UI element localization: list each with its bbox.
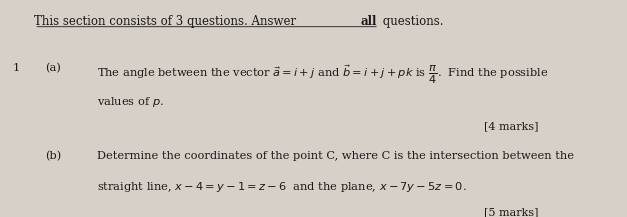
Text: values of $p$.: values of $p$. — [97, 95, 164, 109]
Text: The angle between the vector $\vec{a}=i+j$ and $\vec{b}=i+j+pk$ is $\dfrac{\pi}{: The angle between the vector $\vec{a}=i+… — [97, 63, 549, 86]
Text: (b): (b) — [45, 151, 61, 162]
Text: 1: 1 — [13, 63, 19, 73]
Text: [4 marks]: [4 marks] — [484, 121, 539, 132]
Text: questions.: questions. — [379, 15, 443, 28]
Text: straight line, $x-4=y-1=z-6$  and the plane, $x-7y-5z=0$.: straight line, $x-4=y-1=z-6$ and the pla… — [97, 179, 467, 194]
Text: all: all — [361, 15, 377, 28]
Text: This section consists of 3 questions. Answer: This section consists of 3 questions. An… — [34, 15, 300, 28]
Text: (a): (a) — [45, 63, 61, 74]
Text: Determine the coordinates of the point C, where C is the intersection between th: Determine the coordinates of the point C… — [97, 151, 574, 161]
Text: [5 marks]: [5 marks] — [484, 208, 539, 217]
